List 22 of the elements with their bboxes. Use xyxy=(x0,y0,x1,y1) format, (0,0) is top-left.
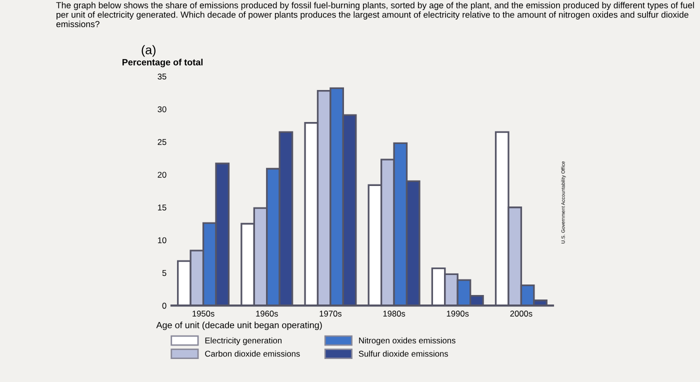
legend-label: Electricity generation xyxy=(205,337,282,346)
y-tick-label: 5 xyxy=(162,270,166,276)
y-tick-label: 35 xyxy=(158,74,166,80)
y-axis-title: Percentage of total xyxy=(122,58,203,68)
y-tick-label: 20 xyxy=(158,172,166,178)
x-tick-label: 1960s xyxy=(256,310,278,317)
x-axis-title: Age of unit (decade unit began operating) xyxy=(156,322,322,330)
y-tick-label: 30 xyxy=(158,106,166,112)
x-tick-label: 1990s xyxy=(446,310,469,317)
legend-label: Sulfur dioxide emissions xyxy=(358,350,448,357)
y-tick-label: 25 xyxy=(158,139,166,145)
x-tick-label: 2000s xyxy=(510,310,532,317)
y-tick-label: 10 xyxy=(158,237,166,244)
y-tick-label: 15 xyxy=(158,204,166,210)
legend-label: Nitrogen oxides emissions xyxy=(359,337,456,346)
x-tick-label: 1980s xyxy=(383,310,406,317)
chart-title: (a) xyxy=(142,45,156,57)
text: The graph below shows the share of emissions produced by fossil fuel-burning plants, sorted by age of the plant, and the emission produced by different types of fuel per unit of electricity generated. Which decade of power plants produces the largest amount of electricity relative to the amount of nitrogen oxides and sulfur dioxide emissions? xyxy=(56,2,694,28)
legend-label: Carbon dioxide emissions xyxy=(205,350,300,357)
y-tick-label: 0 xyxy=(162,302,166,309)
x-tick-label: 1970s xyxy=(320,310,342,317)
x-tick-label: 1950s xyxy=(192,310,214,317)
